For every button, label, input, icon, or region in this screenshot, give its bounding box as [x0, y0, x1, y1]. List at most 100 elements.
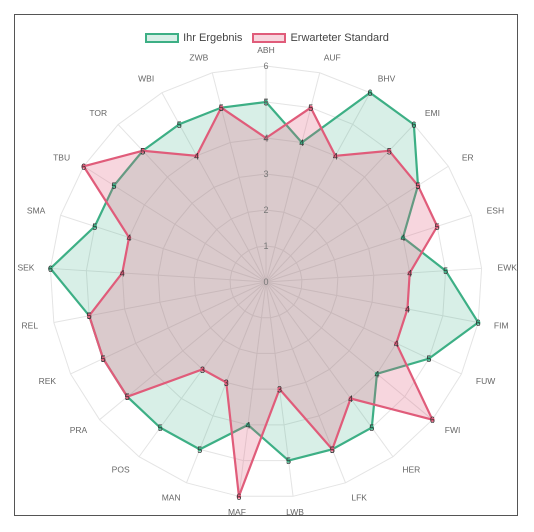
point-erwarteter-standard-emi [387, 148, 392, 153]
point-erwarteter-standard-bhv [333, 153, 338, 159]
spoke-fwi [265, 281, 433, 421]
value-label-erwarteter-standard-er: 5 [415, 181, 420, 191]
value-label-ihr-ergebnis-fuw: 5 [426, 354, 431, 364]
value-label-erwarteter-standard-fwi: 6 [430, 415, 435, 425]
axis-label-tor: TOR [89, 108, 107, 118]
value-label-erwarteter-standard-fuw: 4 [394, 339, 399, 349]
point-ihr-ergebnis-tbu [111, 183, 117, 188]
axis-label-zwb: ZWB [189, 52, 208, 62]
value-label-erwarteter-standard-zwb: 5 [219, 103, 224, 113]
point-erwarteter-standard-auf [308, 105, 313, 110]
value-label-erwarteter-standard-fim: 4 [405, 304, 410, 314]
axis-label-esh: ESH [487, 205, 504, 215]
grid-ring-1 [229, 245, 303, 319]
axis-label-lfk: LFK [351, 493, 367, 503]
axis-label-rek: REK [39, 376, 57, 386]
point-erwarteter-standard-esh [434, 224, 440, 229]
point-erwarteter-standard-tbu [81, 164, 86, 169]
tick-label-1: 1 [263, 241, 268, 251]
point-erwarteter-standard-fuw [394, 341, 399, 346]
point-erwarteter-standard-man [224, 380, 229, 385]
point-ihr-ergebnis-maf [245, 422, 251, 428]
value-label-erwarteter-standard-emi: 5 [387, 146, 392, 156]
value-label-ihr-ergebnis-her: 5 [369, 423, 374, 433]
value-label-erwarteter-standard-pos: 3 [200, 365, 205, 375]
point-erwarteter-standard-abh [263, 135, 269, 141]
radar-chart: 5466545654555455555655555454555444645363… [17, 45, 518, 517]
value-label-ihr-ergebnis-emi: 6 [411, 120, 416, 130]
value-label-erwarteter-standard-sma: 4 [127, 233, 132, 243]
axis-label-pra: PRA [70, 425, 88, 435]
tick-label-6: 6 [263, 61, 268, 71]
series-area-ihr-ergebnis [48, 91, 480, 462]
value-label-erwarteter-standard-lwb: 3 [277, 385, 282, 395]
value-label-erwarteter-standard-rek: 5 [101, 354, 106, 364]
axis-label-ewk: EWK [498, 262, 518, 272]
point-erwarteter-standard-pra [125, 394, 130, 399]
axis-label-fwi: FWI [445, 425, 461, 435]
spoke-fim [265, 281, 479, 323]
point-ihr-ergebnis-sma [92, 224, 98, 229]
legend-label-ihr-ergebnis: Ihr Ergebnis [183, 32, 243, 44]
axis-label-man: MAN [162, 493, 181, 503]
value-label-ihr-ergebnis-fwi: 4 [374, 369, 379, 379]
value-label-ihr-ergebnis-sma: 5 [92, 222, 97, 232]
point-ihr-ergebnis-auf [299, 140, 305, 145]
value-label-ihr-ergebnis-tbu: 5 [112, 181, 117, 191]
value-label-erwarteter-standard-bhv: 4 [333, 151, 338, 161]
legend: Ihr Ergebnis Erwarteter Standard [15, 32, 519, 44]
tick-label-5: 5 [263, 97, 268, 107]
value-label-ihr-ergebnis-bhv: 6 [368, 88, 373, 98]
value-label-erwarteter-standard-auf: 5 [308, 103, 313, 113]
tick-label-0: 0 [263, 277, 268, 287]
value-label-ihr-ergebnis-wbi: 5 [177, 120, 182, 130]
value-label-ihr-ergebnis-maf: 4 [245, 420, 250, 430]
point-ihr-ergebnis-lwb [286, 458, 291, 463]
legend-label-erwarteter-standard: Erwarteter Standard [290, 32, 389, 44]
axis-label-sma: SMA [27, 205, 46, 215]
value-label-erwarteter-standard-maf: 6 [236, 492, 241, 502]
axis-label-tbu: TBU [53, 153, 70, 163]
point-erwarteter-standard-lwb [277, 386, 282, 392]
grid-ring-2 [193, 209, 339, 354]
value-label-ihr-ergebnis-pos: 5 [158, 423, 163, 433]
legend-swatch-erwarteter-standard [252, 33, 287, 43]
value-label-ihr-ergebnis-lwb: 5 [286, 456, 291, 466]
point-ihr-ergebnis-pos [157, 425, 163, 430]
value-label-erwarteter-standard-pra: 5 [125, 392, 130, 402]
axis-label-wbi: WBI [138, 74, 154, 84]
axis-label-emi: EMI [425, 108, 440, 118]
legend-item-erwarteter-standard[interactable]: Erwarteter Standard [252, 32, 389, 44]
point-erwarteter-standard-wbi [194, 153, 199, 159]
axis-label-rel: REL [22, 320, 39, 330]
grid-ring-3 [157, 173, 375, 390]
axis-label-fim: FIM [494, 320, 509, 330]
point-ihr-ergebnis-sek [48, 266, 53, 271]
axis-label-bhv: BHV [378, 74, 396, 84]
point-erwarteter-standard-ewk [407, 270, 412, 276]
point-ihr-ergebnis-emi [411, 122, 417, 127]
value-label-erwarteter-standard-esh: 5 [435, 222, 440, 232]
point-erwarteter-standard-er [415, 183, 421, 188]
value-label-ihr-ergebnis-sek: 6 [48, 264, 53, 274]
legend-swatch-ihr-ergebnis [145, 33, 180, 43]
axis-label-maf: MAF [228, 507, 246, 517]
point-ihr-ergebnis-abh [263, 99, 269, 105]
tick-label-3: 3 [263, 169, 268, 179]
point-erwarteter-standard-sma [126, 235, 132, 240]
point-erwarteter-standard-rel [86, 313, 92, 318]
tick-label-4: 4 [263, 133, 268, 143]
axis-label-fuw: FUW [476, 376, 495, 386]
axis-label-abh: ABH [257, 45, 274, 55]
value-label-erwarteter-standard-tor: 5 [140, 146, 145, 156]
spoke-bhv [265, 92, 371, 283]
point-ihr-ergebnis-esh [400, 235, 406, 240]
point-erwarteter-standard-tor [140, 148, 145, 153]
point-ihr-ergebnis-bhv [367, 90, 373, 95]
legend-item-ihr-ergebnis[interactable]: Ihr Ergebnis [145, 32, 242, 44]
point-ihr-ergebnis-her [369, 425, 375, 430]
point-erwarteter-standard-fim [405, 306, 410, 312]
value-label-ihr-ergebnis-auf: 4 [299, 138, 304, 148]
point-ihr-ergebnis-fim [475, 320, 481, 325]
axis-label-her: HER [402, 465, 420, 475]
